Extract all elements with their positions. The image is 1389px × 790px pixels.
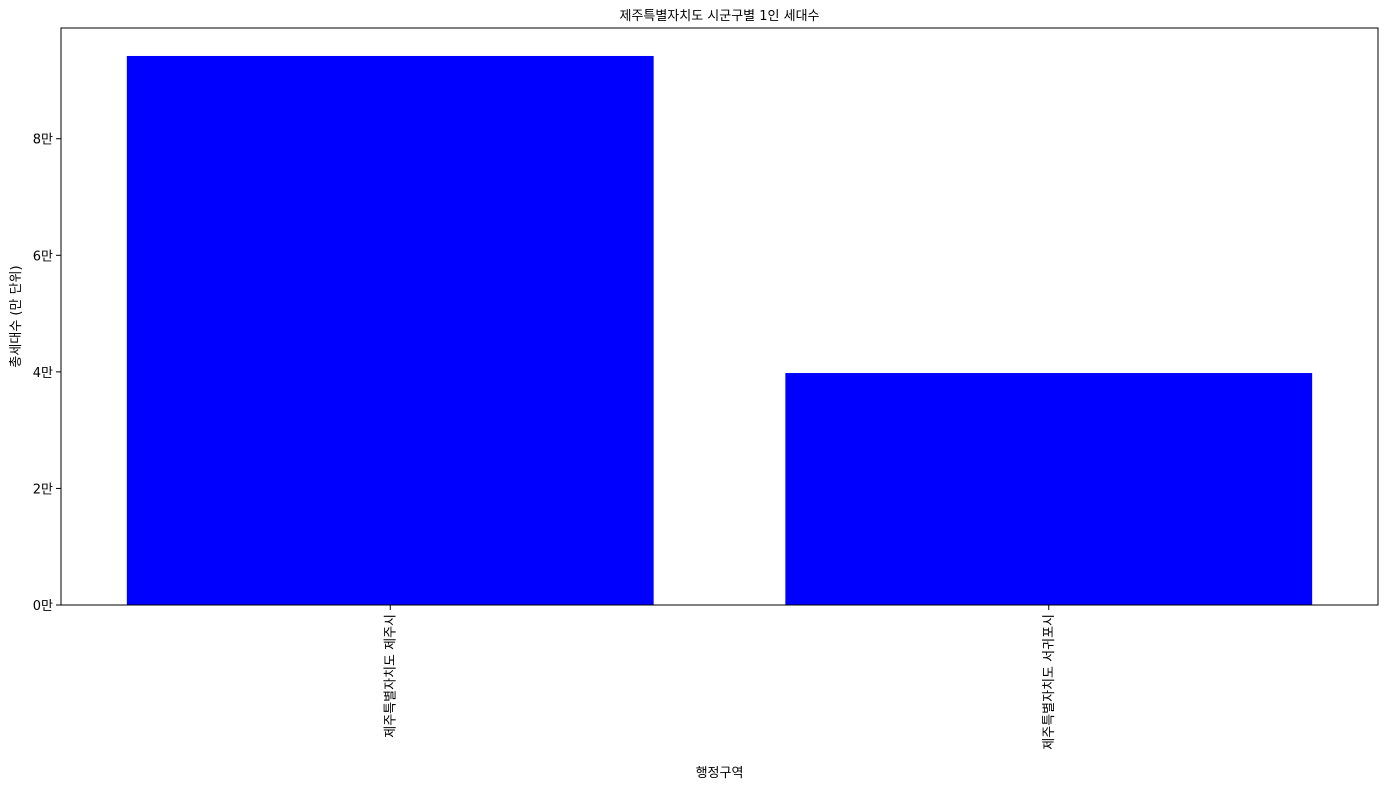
plot-frame <box>60 27 1379 606</box>
bars-group <box>126 55 1313 605</box>
x-tick-label-0: 제주특별자치도 제주시 <box>383 614 398 738</box>
y-axis-title: 총세대수 (만 단위) <box>9 265 24 367</box>
y-tick-label-0: 0만 <box>33 599 53 614</box>
bar-0 <box>126 55 654 605</box>
x-axis-title: 행정구역 <box>696 765 744 781</box>
x-axis: 제주특별자치도 제주시 제주특별자치도 서귀포시 <box>383 605 1057 750</box>
y-tick-label-2: 4만 <box>33 366 53 381</box>
bar-1 <box>785 373 1313 605</box>
x-tick-label-1: 제주특별자치도 서귀포시 <box>1042 614 1057 750</box>
y-tick-label-3: 6만 <box>33 249 53 264</box>
chart-title: 제주특별자치도 시군구별 1인 세대수 <box>619 9 819 24</box>
y-tick-label-4: 8만 <box>33 133 53 148</box>
y-axis: 0만 2만 4만 6만 8만 <box>33 133 61 614</box>
y-tick-label-1: 2만 <box>33 482 53 497</box>
